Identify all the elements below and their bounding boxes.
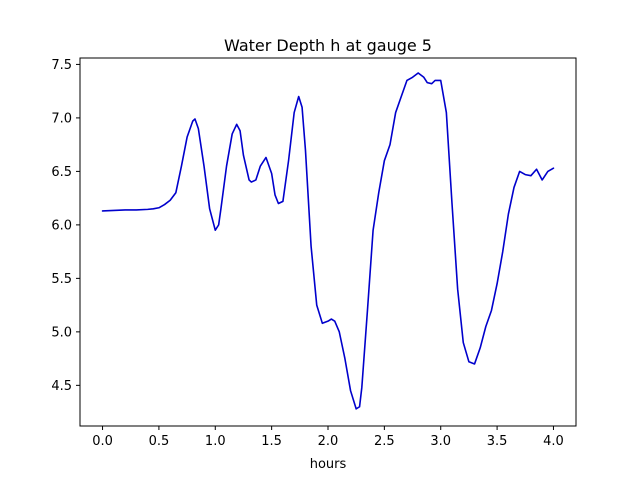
x-tick-label: 3.0 [430, 434, 451, 449]
x-axis: 0.0 0.5 1.0 1.5 2.0 2.5 3.0 3.5 4.0 [92, 426, 564, 449]
x-tick-label: 3.5 [487, 434, 508, 449]
y-axis: 4.5 5.0 5.5 6.0 6.5 7.0 7.5 [51, 58, 80, 394]
x-tick-label: 1.0 [205, 434, 226, 449]
y-tick-label: 5.0 [51, 325, 72, 340]
plot-area [101, 72, 555, 410]
series-line-water-depth [101, 72, 555, 410]
x-tick-label: 2.0 [318, 434, 339, 449]
x-tick-label: 1.5 [261, 434, 282, 449]
chart-title: Water Depth h at gauge 5 [224, 36, 432, 55]
y-tick-label: 5.5 [51, 272, 72, 287]
y-tick-label: 6.5 [51, 165, 72, 180]
x-tick-label: 2.5 [374, 434, 395, 449]
y-tick-label: 4.5 [51, 379, 72, 394]
y-tick-label: 7.0 [51, 111, 72, 126]
y-tick-label: 7.5 [51, 58, 72, 73]
x-tick-label: 0.0 [92, 434, 113, 449]
x-tick-label: 4.0 [543, 434, 564, 449]
x-axis-label: hours [310, 457, 347, 472]
y-tick-label: 6.0 [51, 218, 72, 233]
x-tick-label: 0.5 [149, 434, 170, 449]
